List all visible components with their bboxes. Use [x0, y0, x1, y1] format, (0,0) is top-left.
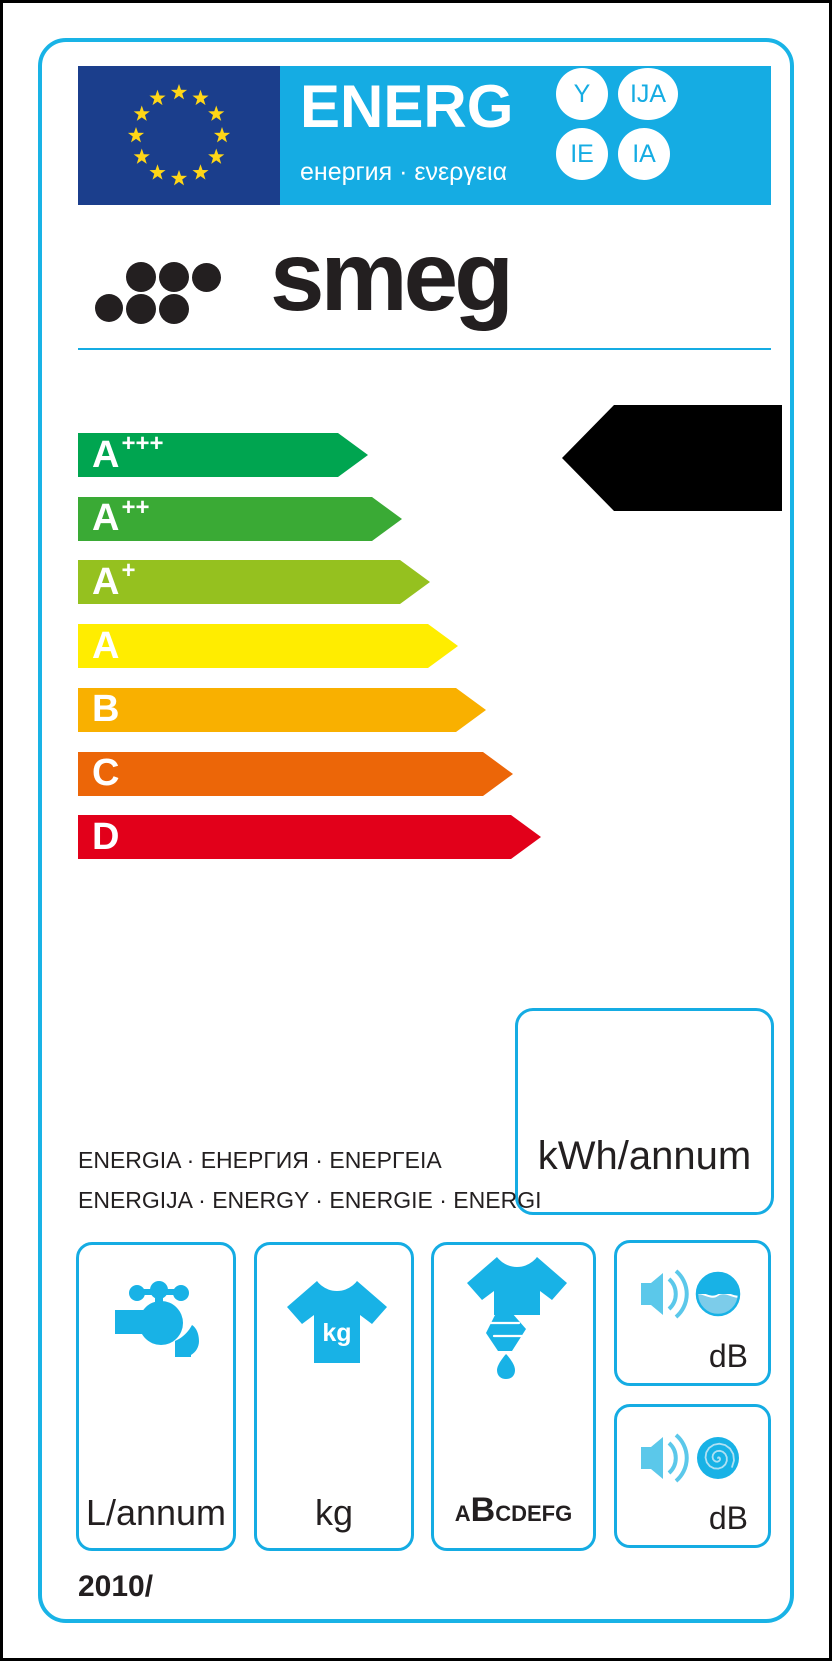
- svg-text:kg: kg: [322, 1319, 351, 1347]
